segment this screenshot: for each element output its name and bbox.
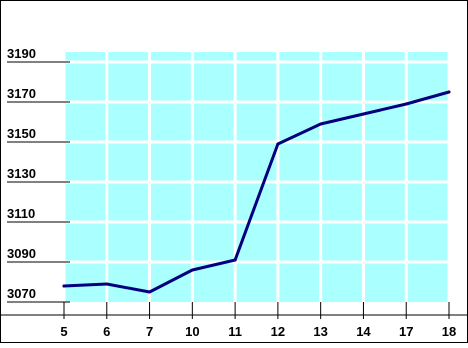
x-tick-label: 5 xyxy=(60,324,67,339)
data-point xyxy=(319,122,323,126)
x-tick-label: 10 xyxy=(185,324,199,339)
x-tick-label: 18 xyxy=(442,324,456,339)
data-point xyxy=(62,284,66,288)
y-tick-label: 3150 xyxy=(7,126,36,141)
x-tick-label: 11 xyxy=(228,324,242,339)
series-line xyxy=(62,90,451,294)
data-point xyxy=(404,102,408,106)
y-tick-label: 3170 xyxy=(7,86,36,101)
data-point xyxy=(447,90,451,94)
data-point xyxy=(148,290,152,294)
y-tick-label: 3190 xyxy=(7,46,36,61)
tick-labels: 5 6 7 10 11 12 13 14 17 18 3070 3090 3110 3130 3150 317… xyxy=(7,46,456,339)
x-tick-label: 12 xyxy=(271,324,285,339)
y-tick-label: 3130 xyxy=(7,166,36,181)
grid xyxy=(62,52,451,302)
x-tick-label: 6 xyxy=(103,324,110,339)
data-point xyxy=(233,258,237,262)
y-tick-label: 3110 xyxy=(7,206,35,221)
data-point xyxy=(276,142,280,146)
data-point xyxy=(105,282,109,286)
x-tick-label: 7 xyxy=(146,324,153,339)
x-tick-label: 17 xyxy=(399,324,413,339)
data-point xyxy=(361,112,365,116)
series xyxy=(62,90,451,294)
x-tick-label: 13 xyxy=(313,324,327,339)
data-point xyxy=(190,268,194,272)
ticks xyxy=(7,61,450,319)
y-tick-label: 3090 xyxy=(7,246,36,261)
plot-area xyxy=(64,52,449,302)
y-tick-label: 3070 xyxy=(7,286,36,301)
x-tick-label: 14 xyxy=(356,324,371,339)
